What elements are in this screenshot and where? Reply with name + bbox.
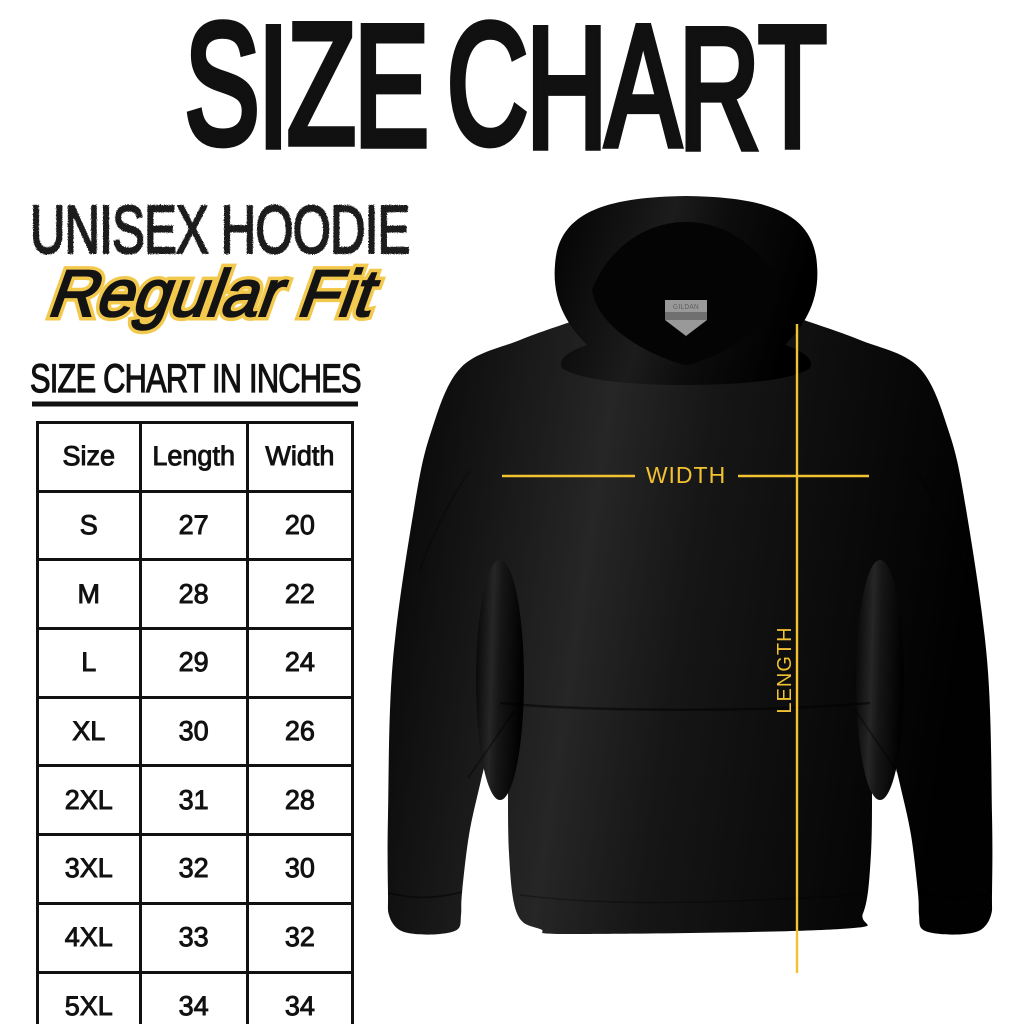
svg-text:GILDAN: GILDAN xyxy=(673,304,699,311)
svg-text:WIDTH: WIDTH xyxy=(646,462,726,488)
svg-text:LENGTH: LENGTH xyxy=(774,626,796,713)
